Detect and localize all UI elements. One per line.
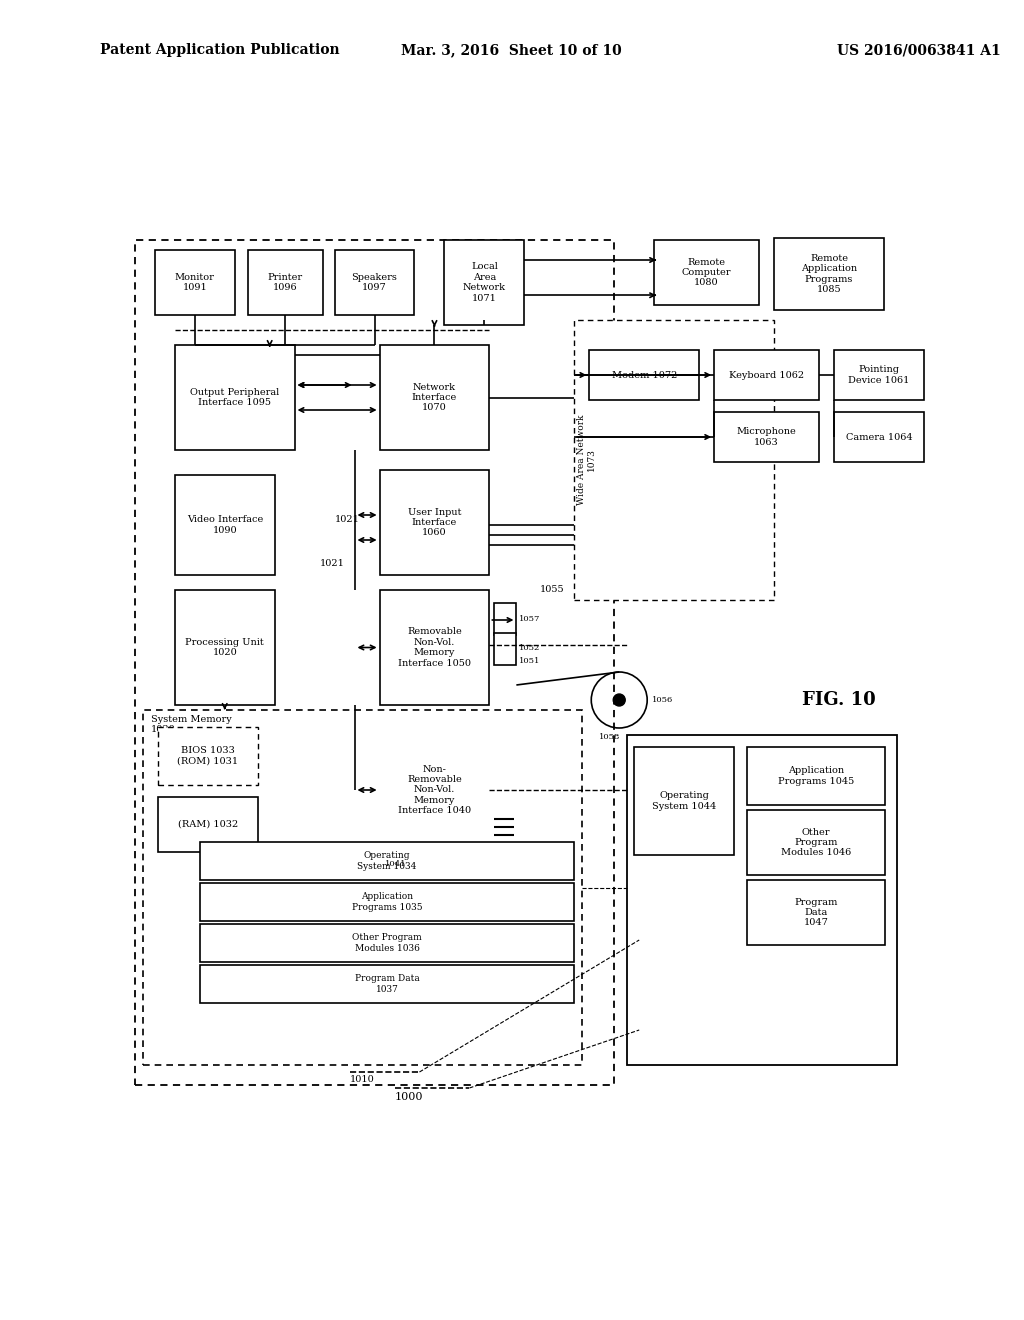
Bar bbox=[628, 735, 897, 1065]
Bar bbox=[248, 249, 323, 315]
Text: Other
Program
Modules 1046: Other Program Modules 1046 bbox=[781, 828, 851, 858]
Text: 1052: 1052 bbox=[519, 644, 541, 652]
Text: (RAM) 1032: (RAM) 1032 bbox=[177, 820, 238, 829]
Text: Program
Data
1047: Program Data 1047 bbox=[795, 898, 838, 928]
Text: Speakers
1097: Speakers 1097 bbox=[351, 273, 397, 292]
Text: 1041: 1041 bbox=[385, 861, 407, 869]
Text: Keyboard 1062: Keyboard 1062 bbox=[729, 371, 804, 380]
Bar bbox=[380, 725, 489, 855]
Text: Monitor
1091: Monitor 1091 bbox=[175, 273, 215, 292]
Text: Application
Programs 1045: Application Programs 1045 bbox=[778, 767, 854, 785]
Bar bbox=[748, 880, 885, 945]
Text: System Memory
1030: System Memory 1030 bbox=[151, 715, 231, 734]
Bar bbox=[175, 475, 274, 576]
Bar bbox=[200, 924, 574, 962]
Bar bbox=[714, 350, 819, 400]
Text: Program Data
1037: Program Data 1037 bbox=[354, 974, 420, 994]
Text: Remote
Computer
1080: Remote Computer 1080 bbox=[682, 257, 731, 288]
Bar bbox=[175, 345, 295, 450]
Text: Patent Application Publication: Patent Application Publication bbox=[100, 44, 340, 57]
Text: 1056: 1056 bbox=[652, 696, 674, 704]
Bar bbox=[834, 350, 924, 400]
Text: 1057: 1057 bbox=[519, 615, 541, 623]
Bar bbox=[495, 634, 516, 665]
Text: 1010: 1010 bbox=[349, 1074, 375, 1084]
Text: Operating
System 1034: Operating System 1034 bbox=[357, 851, 417, 871]
Bar bbox=[175, 590, 274, 705]
Text: Application
Programs 1035: Application Programs 1035 bbox=[351, 892, 422, 912]
Text: Local
Area
Network
1071: Local Area Network 1071 bbox=[463, 263, 506, 302]
Text: Remote
Application
Programs
1085: Remote Application Programs 1085 bbox=[801, 253, 857, 294]
Text: Camera 1064: Camera 1064 bbox=[846, 433, 912, 441]
Bar bbox=[574, 319, 774, 601]
Bar bbox=[380, 345, 489, 450]
Text: Mar. 3, 2016  Sheet 10 of 10: Mar. 3, 2016 Sheet 10 of 10 bbox=[401, 44, 622, 57]
Bar bbox=[834, 412, 924, 462]
Text: 1058: 1058 bbox=[599, 733, 620, 741]
Bar bbox=[589, 350, 699, 400]
Bar bbox=[158, 727, 258, 785]
Text: 1021: 1021 bbox=[335, 516, 359, 524]
Bar bbox=[444, 240, 524, 325]
Text: Removable
Non-Vol.
Memory
Interface 1050: Removable Non-Vol. Memory Interface 1050 bbox=[398, 627, 471, 668]
Bar bbox=[135, 240, 614, 1085]
Bar bbox=[654, 240, 759, 305]
Text: 1051: 1051 bbox=[519, 657, 541, 665]
Bar bbox=[155, 249, 234, 315]
Bar bbox=[200, 883, 574, 921]
Bar bbox=[380, 470, 489, 576]
Bar bbox=[380, 590, 489, 705]
Text: Network
Interface
1070: Network Interface 1070 bbox=[412, 383, 457, 412]
Bar bbox=[200, 842, 574, 880]
Text: Modem 1072: Modem 1072 bbox=[611, 371, 677, 380]
Text: Video Interface
1090: Video Interface 1090 bbox=[186, 515, 263, 535]
Bar bbox=[774, 238, 884, 310]
Text: Pointing
Device 1061: Pointing Device 1061 bbox=[848, 366, 909, 384]
Text: Microphone
1063: Microphone 1063 bbox=[736, 428, 797, 446]
Text: Printer
1096: Printer 1096 bbox=[267, 273, 303, 292]
Bar bbox=[748, 747, 885, 805]
Text: 1055: 1055 bbox=[540, 586, 564, 594]
Text: FIG. 10: FIG. 10 bbox=[802, 690, 876, 709]
Text: Output Peripheral
Interface 1095: Output Peripheral Interface 1095 bbox=[190, 388, 280, 407]
Bar bbox=[158, 797, 258, 851]
Bar bbox=[634, 747, 734, 855]
Text: Operating
System 1044: Operating System 1044 bbox=[652, 791, 716, 810]
Text: Non-
Removable
Non-Vol.
Memory
Interface 1040: Non- Removable Non-Vol. Memory Interface… bbox=[398, 764, 471, 816]
Text: Other Program
Modules 1036: Other Program Modules 1036 bbox=[352, 933, 422, 953]
Text: 1021: 1021 bbox=[319, 560, 344, 569]
Bar bbox=[200, 965, 574, 1003]
Bar bbox=[142, 710, 583, 1065]
Bar bbox=[714, 412, 819, 462]
Text: 1000: 1000 bbox=[394, 1092, 423, 1102]
Bar bbox=[335, 249, 415, 315]
Text: Processing Unit
1020: Processing Unit 1020 bbox=[185, 638, 264, 657]
Bar bbox=[748, 810, 885, 875]
Text: US 2016/0063841 A1: US 2016/0063841 A1 bbox=[837, 44, 1000, 57]
Bar bbox=[495, 603, 516, 635]
Text: User Input
Interface
1060: User Input Interface 1060 bbox=[408, 508, 461, 537]
Text: BIOS 1033
(ROM) 1031: BIOS 1033 (ROM) 1031 bbox=[177, 746, 239, 766]
Circle shape bbox=[613, 694, 626, 706]
Text: Wide Area Network
1073: Wide Area Network 1073 bbox=[577, 414, 596, 506]
